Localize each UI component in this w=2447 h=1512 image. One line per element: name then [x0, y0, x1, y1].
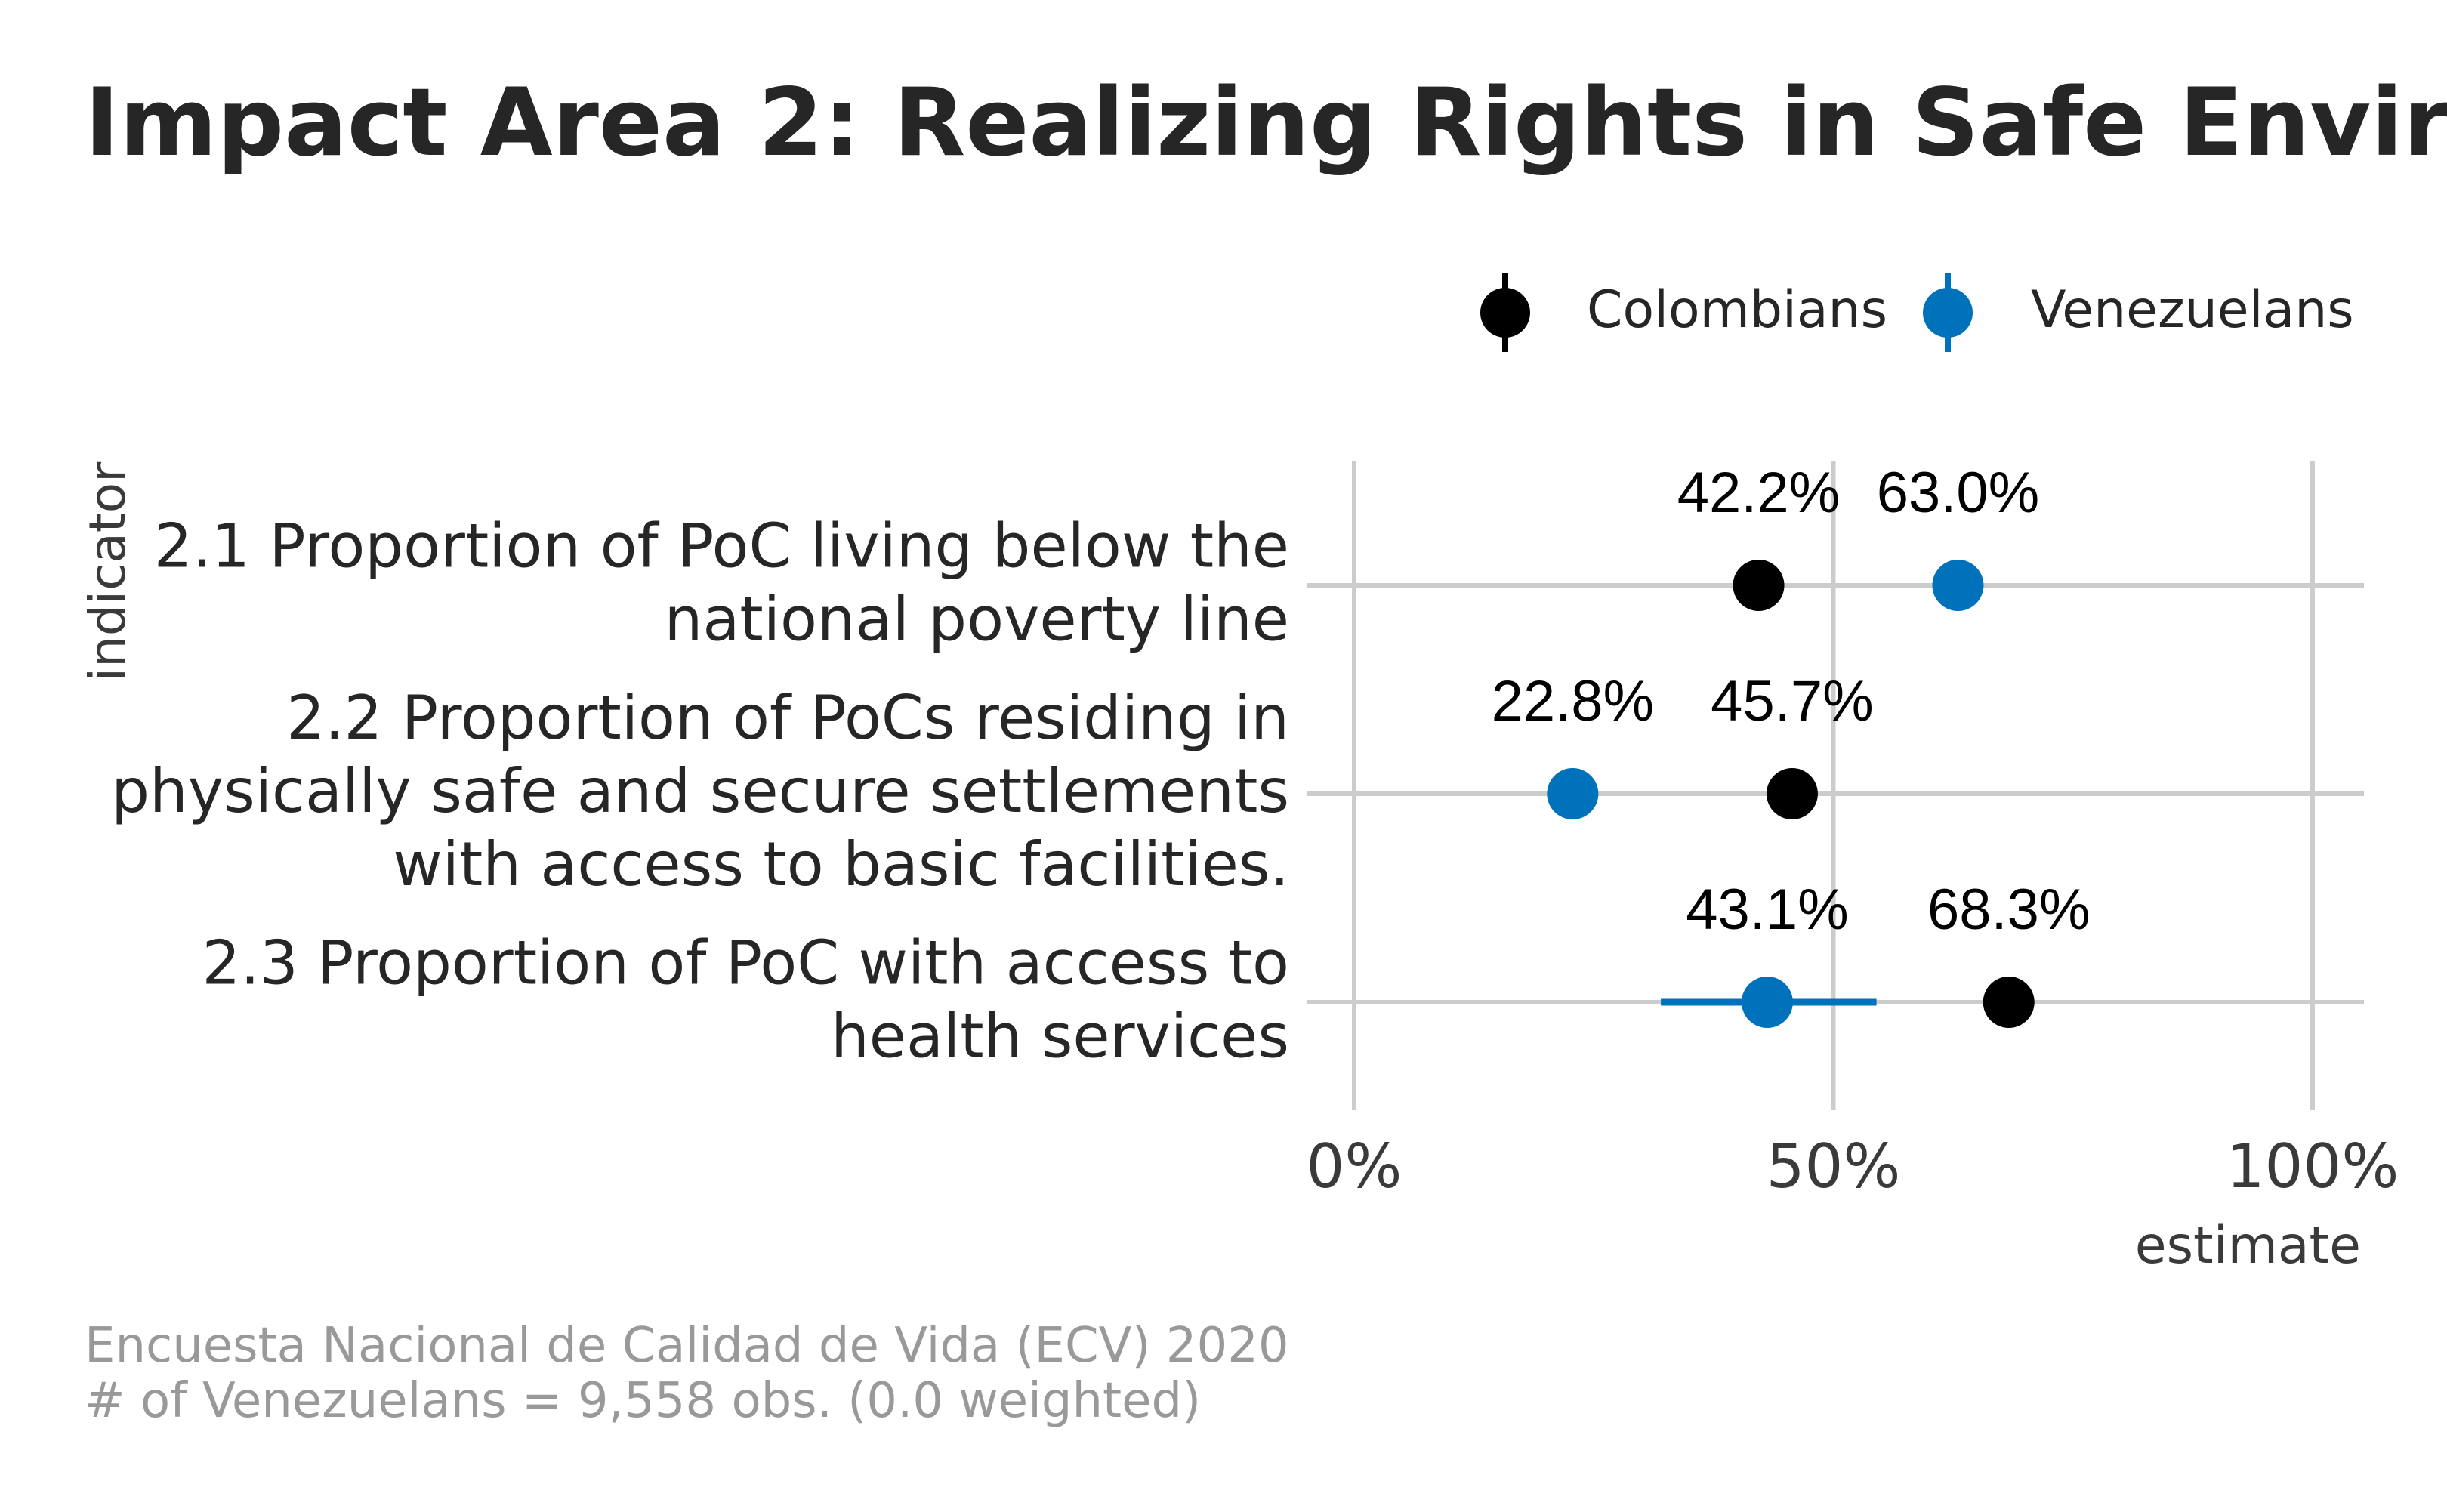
x-tick-label: 50%	[1767, 1131, 1901, 1202]
caption-line-1: Encuesta Nacional de Calidad de Vida (EC…	[85, 1318, 1289, 1374]
chart-title: Impact Area 2: Realizing Rights in Safe …	[85, 69, 2447, 177]
category-labels: 2.1 Proportion of PoC living below thena…	[111, 511, 1289, 1072]
y-axis-title: indicator	[79, 461, 137, 681]
legend-label-venezuelans: Venezuelans	[2031, 280, 2354, 340]
category-label: physically safe and secure settlements	[111, 756, 1289, 826]
data-point	[1766, 768, 1818, 819]
caption-line-2: # of Venezuelans = 9,558 obs. (0.0 weigh…	[85, 1373, 1201, 1429]
category-label: 2.2 Proportion of PoCs residing in	[286, 683, 1289, 753]
gridlines	[1307, 461, 2364, 1110]
data-point	[1932, 560, 1984, 611]
data-label: 68.3%	[1927, 878, 2091, 942]
legend: Colombians Venezuelans	[1480, 273, 2354, 352]
legend-venezuelans-key	[1923, 288, 1973, 338]
x-axis-title: estimate	[2135, 1216, 2361, 1276]
data-label: 22.8%	[1492, 669, 1655, 733]
data-label: 43.1%	[1686, 878, 1849, 942]
data-label: 45.7%	[1711, 669, 1874, 733]
x-tick-label: 0%	[1307, 1131, 1402, 1202]
category-label: national poverty line	[665, 585, 1289, 655]
data-label: 42.2%	[1677, 461, 1841, 525]
data-point	[1741, 977, 1793, 1028]
data-point	[1733, 560, 1785, 611]
data-point	[1547, 768, 1599, 819]
category-label: 2.1 Proportion of PoC living below the	[154, 511, 1289, 582]
legend-colombians-key	[1480, 288, 1530, 338]
x-axis-ticks: 0% 50% 100%	[1307, 1131, 2399, 1202]
category-label: with access to basic facilities.	[393, 829, 1289, 899]
legend-label-colombians: Colombians	[1587, 280, 1887, 340]
data-point	[1983, 977, 2035, 1028]
value-labels: 42.2% 45.7% 68.3% 63.0% 22.8% 43.1%	[1492, 461, 2091, 942]
category-label: 2.3 Proportion of PoC with access to	[202, 928, 1290, 998]
data-points	[1547, 560, 2035, 1028]
data-label: 63.0%	[1877, 461, 2040, 525]
category-label: health services	[831, 1001, 1289, 1072]
x-tick-label: 100%	[2226, 1131, 2399, 1202]
